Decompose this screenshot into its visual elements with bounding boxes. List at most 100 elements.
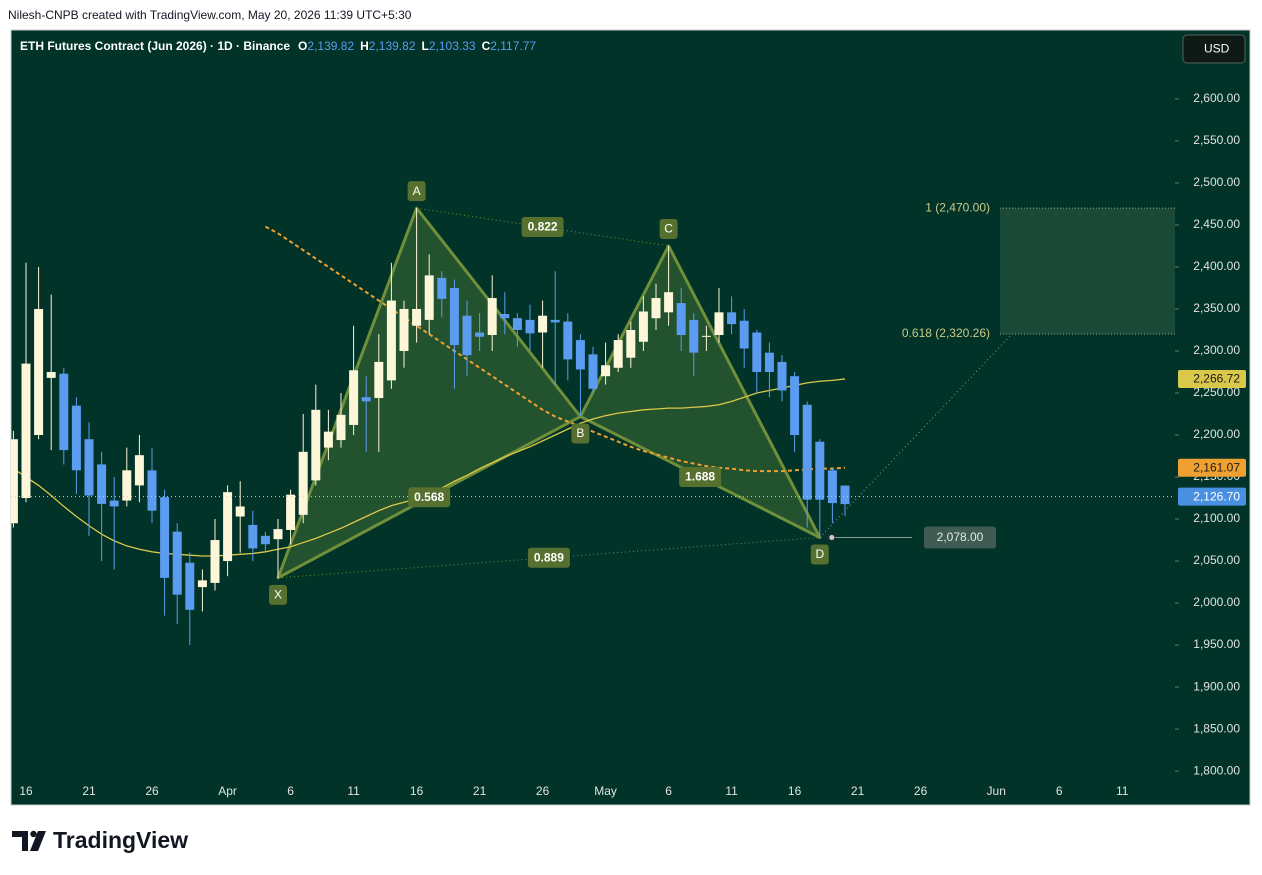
- x-tick-label: 11: [1116, 784, 1129, 798]
- candle-body: [160, 497, 170, 578]
- y-tick-label: 1,850.00: [1193, 721, 1240, 735]
- axes: 1,800.00 1,850.00 1,900.00 1,950.00 2,000.00…: [19, 91, 1240, 798]
- candle-body: [500, 314, 510, 319]
- logo-shape: [12, 831, 28, 851]
- candle-body: [386, 300, 396, 381]
- candle-body: [260, 535, 270, 545]
- logo-icon: [12, 830, 46, 851]
- candle-body: [449, 287, 459, 346]
- candle-body: [626, 329, 636, 358]
- candle-body: [147, 470, 157, 511]
- candle-body: [122, 470, 132, 501]
- legend-title: ETH Futures Contract (Jun 2026) · 1D · B…: [20, 39, 290, 53]
- y-tick-label: 2,000.00: [1193, 595, 1240, 609]
- ratio-line: [416, 207, 669, 247]
- candle-body: [97, 464, 107, 504]
- ratio-label: 0.889: [534, 550, 564, 564]
- target-zone: [1000, 208, 1175, 334]
- x-tick-label: May: [594, 784, 617, 798]
- candle-body: [223, 492, 233, 562]
- candle-body: [727, 312, 737, 325]
- candle-body: [550, 319, 560, 323]
- candle-body: [399, 308, 409, 351]
- candle-body: [538, 315, 548, 333]
- x-tick-label: 6: [1056, 784, 1063, 798]
- price-label-box: [1178, 369, 1246, 388]
- ratio-label: 0.568: [414, 490, 444, 504]
- candle-body: [487, 298, 497, 336]
- candle-body: [11, 439, 18, 524]
- logo-shape: [30, 830, 37, 838]
- x-tick-label: 6: [287, 784, 294, 798]
- point-label: D: [815, 547, 824, 561]
- y-tick-label: 1,800.00: [1193, 763, 1240, 777]
- candle-body: [437, 277, 447, 299]
- legend-value: 2,139.82: [369, 39, 416, 53]
- candle-body: [311, 409, 321, 481]
- candle-body: [777, 361, 787, 391]
- ratio-box: [679, 467, 722, 488]
- y-tick-label: 2,550.00: [1193, 133, 1240, 147]
- d-price-label: 2,078.00: [937, 530, 984, 544]
- candle-body: [525, 319, 535, 334]
- legend-key: L: [422, 39, 429, 53]
- candle-body: [21, 363, 31, 499]
- candle-body: [714, 312, 724, 336]
- candle-body: [790, 376, 800, 436]
- x-tick-label: 16: [19, 784, 33, 798]
- candle-body: [361, 397, 371, 402]
- candle-body: [46, 371, 56, 378]
- y-tick-label: 2,450.00: [1193, 217, 1240, 231]
- attribution: Nilesh-CNPB created with TradingView.com…: [8, 8, 412, 22]
- candle-body: [323, 431, 333, 448]
- price-label: 2,161.07: [1193, 460, 1240, 474]
- point-box: [407, 181, 426, 202]
- y-tick-label: 2,500.00: [1193, 175, 1240, 189]
- candle-body: [475, 332, 485, 337]
- price-label: 2,126.70: [1193, 489, 1240, 503]
- candle-body: [588, 354, 598, 389]
- plot-area: [11, 206, 1175, 646]
- point-label: X: [274, 588, 282, 602]
- point-label: C: [664, 222, 673, 236]
- y-tick-label: 1,950.00: [1193, 637, 1240, 651]
- candle-body: [563, 321, 573, 360]
- candle-body: [802, 404, 812, 500]
- x-tick-label: 11: [347, 784, 360, 798]
- candle-body: [134, 455, 144, 486]
- candle-body: [462, 315, 472, 356]
- x-tick-label: 21: [851, 784, 865, 798]
- point-label: A: [413, 184, 421, 198]
- y-tick-label: 2,300.00: [1193, 343, 1240, 357]
- legend-value: 2,117.77: [490, 39, 536, 53]
- d-price-dot: [828, 534, 836, 542]
- candle-body: [739, 320, 749, 349]
- candle-body: [298, 451, 308, 515]
- candle-body: [235, 506, 245, 517]
- y-tick-label: 2,050.00: [1193, 553, 1240, 567]
- candle-body: [374, 361, 384, 399]
- ratio-box: [527, 547, 570, 568]
- x-tick-label: 6: [665, 784, 672, 798]
- price-label-box: [1178, 487, 1246, 506]
- legend: ETH Futures Contract (Jun 2026) · 1D · B…: [20, 39, 536, 53]
- candle-body: [651, 298, 661, 319]
- ratio-label: 0.822: [528, 220, 558, 234]
- candle-body: [664, 292, 674, 313]
- candle-body: [59, 373, 69, 451]
- x-tick-label: 21: [82, 784, 96, 798]
- candle-body: [764, 352, 774, 372]
- chart-panel: [10, 29, 1251, 806]
- point-box: [810, 544, 829, 565]
- point-box: [269, 584, 287, 605]
- y-tick-label: 2,100.00: [1193, 511, 1240, 525]
- price-label: 2,266.72: [1193, 372, 1240, 386]
- currency-label: USD: [1204, 42, 1230, 56]
- d-price-box: [924, 526, 996, 549]
- currency-button[interactable]: [1182, 34, 1246, 64]
- legend-key: O: [298, 39, 307, 53]
- candle-body: [815, 441, 825, 500]
- candle-body: [84, 439, 94, 496]
- x-tick-label: 21: [473, 784, 487, 798]
- ratio-line: [580, 416, 821, 538]
